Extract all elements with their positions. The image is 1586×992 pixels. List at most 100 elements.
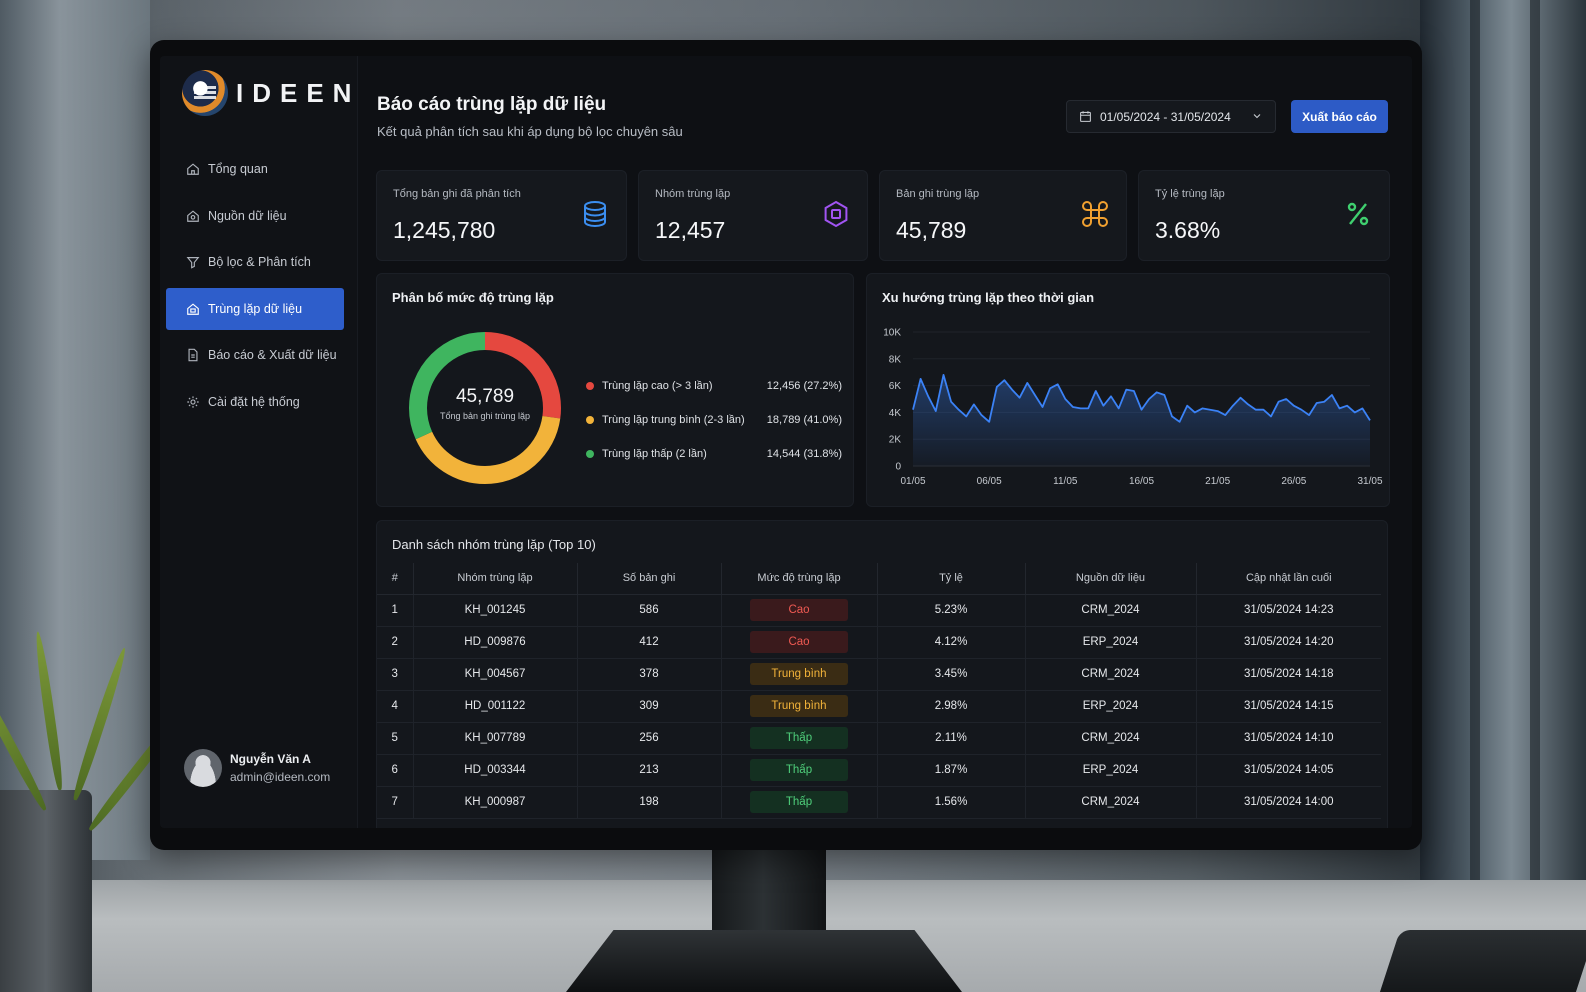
export-report-button[interactable]: Xuất báo cáo: [1291, 100, 1388, 133]
table-row[interactable]: 3 KH_004567 378 Trung bình 3.45% CRM_202…: [377, 658, 1381, 691]
cell-level: Cao: [721, 626, 878, 659]
sidebar-item-filter-analysis[interactable]: Bộ lọc & Phân tích: [166, 241, 344, 283]
x-tick-label: 01/05: [900, 476, 925, 487]
desk-object: [1379, 930, 1586, 992]
sidebar-item-label: Báo cáo & Xuất dữ liệu: [208, 348, 337, 362]
monitor-stand: [712, 848, 826, 938]
user-email: admin@ideen.com: [230, 770, 331, 784]
logo-mark-icon: [182, 70, 228, 116]
legend-item-medium: Trùng lặp trung bình (2-3 lần) 18,789 (4…: [586, 403, 842, 437]
calendar-icon: [1080, 111, 1091, 122]
cell-count: 213: [577, 754, 722, 787]
trend-series-line[interactable]: [912, 374, 1371, 423]
x-tick-label: 16/05: [1129, 476, 1154, 487]
sidebar-item-duplicates[interactable]: Trùng lặp dữ liệu: [166, 287, 344, 330]
cell-index: 3: [377, 658, 414, 691]
table-row[interactable]: 7 KH_000987 198 Thấp 1.56% CRM_2024 31/0…: [377, 786, 1381, 819]
sidebar-item-data-sources[interactable]: Nguồn dữ liệu: [166, 195, 344, 237]
trend-panel: Xu hướng trùng lặp theo thời gian 0 2K 4K 6…: [866, 273, 1390, 507]
status-badge: Cao: [750, 599, 848, 621]
cell-count: 256: [577, 722, 722, 755]
report-icon: [188, 348, 198, 362]
date-range-picker[interactable]: 01/05/2024 - 31/05/2024: [1066, 100, 1276, 133]
cell-group: KH_000987: [413, 786, 578, 819]
cell-level: Cao: [721, 594, 878, 627]
sidebar-item-reports[interactable]: Báo cáo & Xuất dữ liệu: [166, 334, 344, 376]
table-row[interactable]: 1 KH_001245 586 Cao 5.23% CRM_2024 31/05…: [377, 594, 1381, 627]
sidebar-item-overview[interactable]: Tổng quan: [166, 148, 344, 190]
cell-updated: 31/05/2024 14:18: [1196, 658, 1381, 691]
distribution-title: Phân bố mức độ trùng lặp: [392, 290, 554, 305]
legend-value: 12,456 (27.2%): [766, 380, 842, 392]
database-icon: [187, 209, 199, 222]
legend-item-low: Trùng lặp thấp (2 lần) 14,544 (31.8%): [586, 437, 842, 471]
user-profile[interactable]: Nguyễn Văn A admin@ideen.com: [184, 749, 330, 787]
column-header[interactable]: Số bản ghi: [577, 563, 722, 595]
legend-label: Trùng lặp trung bình (2-3 lần): [602, 414, 745, 426]
user-name: Nguyễn Văn A: [230, 752, 311, 766]
table-row[interactable]: 6 HD_003344 213 Thấp 1.87% ERP_2024 31/0…: [377, 754, 1381, 787]
cell-ratio: 3.45%: [877, 658, 1026, 691]
status-badge: Thấp: [750, 791, 848, 813]
page-subtitle: Kết quả phân tích sau khi áp dụng bộ lọc…: [377, 124, 683, 139]
cell-source: ERP_2024: [1025, 626, 1197, 659]
cell-source: ERP_2024: [1025, 754, 1197, 787]
legend-value: 18,789 (41.0%): [766, 414, 842, 426]
column-header[interactable]: Mức độ trùng lặp: [721, 563, 878, 595]
status-badge: Thấp: [750, 727, 848, 749]
group-icon: [824, 200, 848, 228]
donut-svg: [409, 332, 561, 484]
cell-group: KH_004567: [413, 658, 578, 691]
table-row[interactable]: 5 KH_007789 256 Thấp 2.11% CRM_2024 31/0…: [377, 722, 1381, 755]
plant-pot: [0, 790, 92, 992]
y-tick-label: 10K: [883, 328, 901, 339]
cell-source: CRM_2024: [1025, 786, 1197, 819]
donut-center: 45,789 Tổng bản ghi trùng lặp: [407, 386, 563, 421]
column-header[interactable]: Nguồn dữ liệu: [1025, 563, 1197, 595]
column-header[interactable]: Tỷ lệ: [877, 563, 1026, 595]
kpi-value: 12,457: [655, 217, 726, 243]
legend-value: 14,544 (31.8%): [766, 448, 842, 460]
column-header[interactable]: Cập nhật lần cuối: [1196, 563, 1381, 595]
table-header-row: # Nhóm trùng lặp Số bản ghi Mức độ trùng…: [377, 563, 1381, 595]
distribution-panel: Phân bố mức độ trùng lặp 45,789 Tổng bản…: [376, 273, 854, 507]
window-left: [0, 0, 150, 860]
legend-dot: [586, 382, 594, 390]
sidebar-item-settings[interactable]: Cài đặt hệ thống: [166, 381, 344, 423]
cell-group: KH_001245: [413, 594, 578, 627]
table-row[interactable]: 2 HD_009876 412 Cao 4.12% ERP_2024 31/05…: [377, 626, 1381, 659]
gear-icon: [187, 395, 199, 408]
cell-source: CRM_2024: [1025, 594, 1197, 627]
cell-level: Trung bình: [721, 690, 878, 723]
cell-source: CRM_2024: [1025, 658, 1197, 691]
page-title: Báo cáo trùng lặp dữ liệu: [377, 94, 607, 115]
logo[interactable]: IDEEN: [182, 70, 360, 116]
legend-dot: [586, 416, 594, 424]
cell-ratio: 1.87%: [877, 754, 1026, 787]
donut-slice-2[interactable]: [409, 332, 561, 484]
cell-group: KH_007789: [413, 722, 578, 755]
duplicate-groups-table-panel: Danh sách nhóm trùng lặp (Top 10) # Nhóm…: [376, 520, 1388, 828]
column-header[interactable]: Nhóm trùng lặp: [413, 563, 578, 595]
cell-updated: 31/05/2024 14:05: [1196, 754, 1381, 787]
legend-item-high: Trùng lặp cao (> 3 lần) 12,456 (27.2%): [586, 369, 842, 403]
kpi-value: 3.68%: [1155, 217, 1221, 243]
column-header[interactable]: #: [377, 563, 414, 595]
sidebar-item-label: Cài đặt hệ thống: [208, 394, 300, 409]
command-icon: [1082, 201, 1108, 227]
status-badge: Cao: [750, 631, 848, 653]
cell-count: 309: [577, 690, 722, 723]
main-content: Báo cáo trùng lặp dữ liệu Kết quả phân t…: [358, 56, 1412, 828]
y-tick-label: 0: [895, 462, 901, 473]
table-row[interactable]: 4 HD_001122 309 Trung bình 2.98% ERP_202…: [377, 690, 1381, 723]
cell-level: Trung bình: [721, 658, 878, 691]
sidebar-item-label: Nguồn dữ liệu: [208, 208, 287, 223]
kpi-card-duplicate-records: Bản ghi trùng lặp 45,789: [879, 170, 1127, 261]
sidebar-item-label: Trùng lặp dữ liệu: [208, 301, 303, 316]
y-tick-label: 2K: [889, 435, 902, 446]
donut-slice-1[interactable]: [409, 332, 561, 484]
y-tick-label: 4K: [889, 408, 902, 419]
table-title: Danh sách nhóm trùng lặp (Top 10): [392, 537, 596, 552]
kpi-card-duplicate-rate: Tỷ lệ trùng lặp 3.68%: [1138, 170, 1390, 261]
trend-chart: 0 2K 4K 6K 8K 10K 01/05 06/05 11/05 16/05 21/05 26/…: [883, 328, 1383, 488]
